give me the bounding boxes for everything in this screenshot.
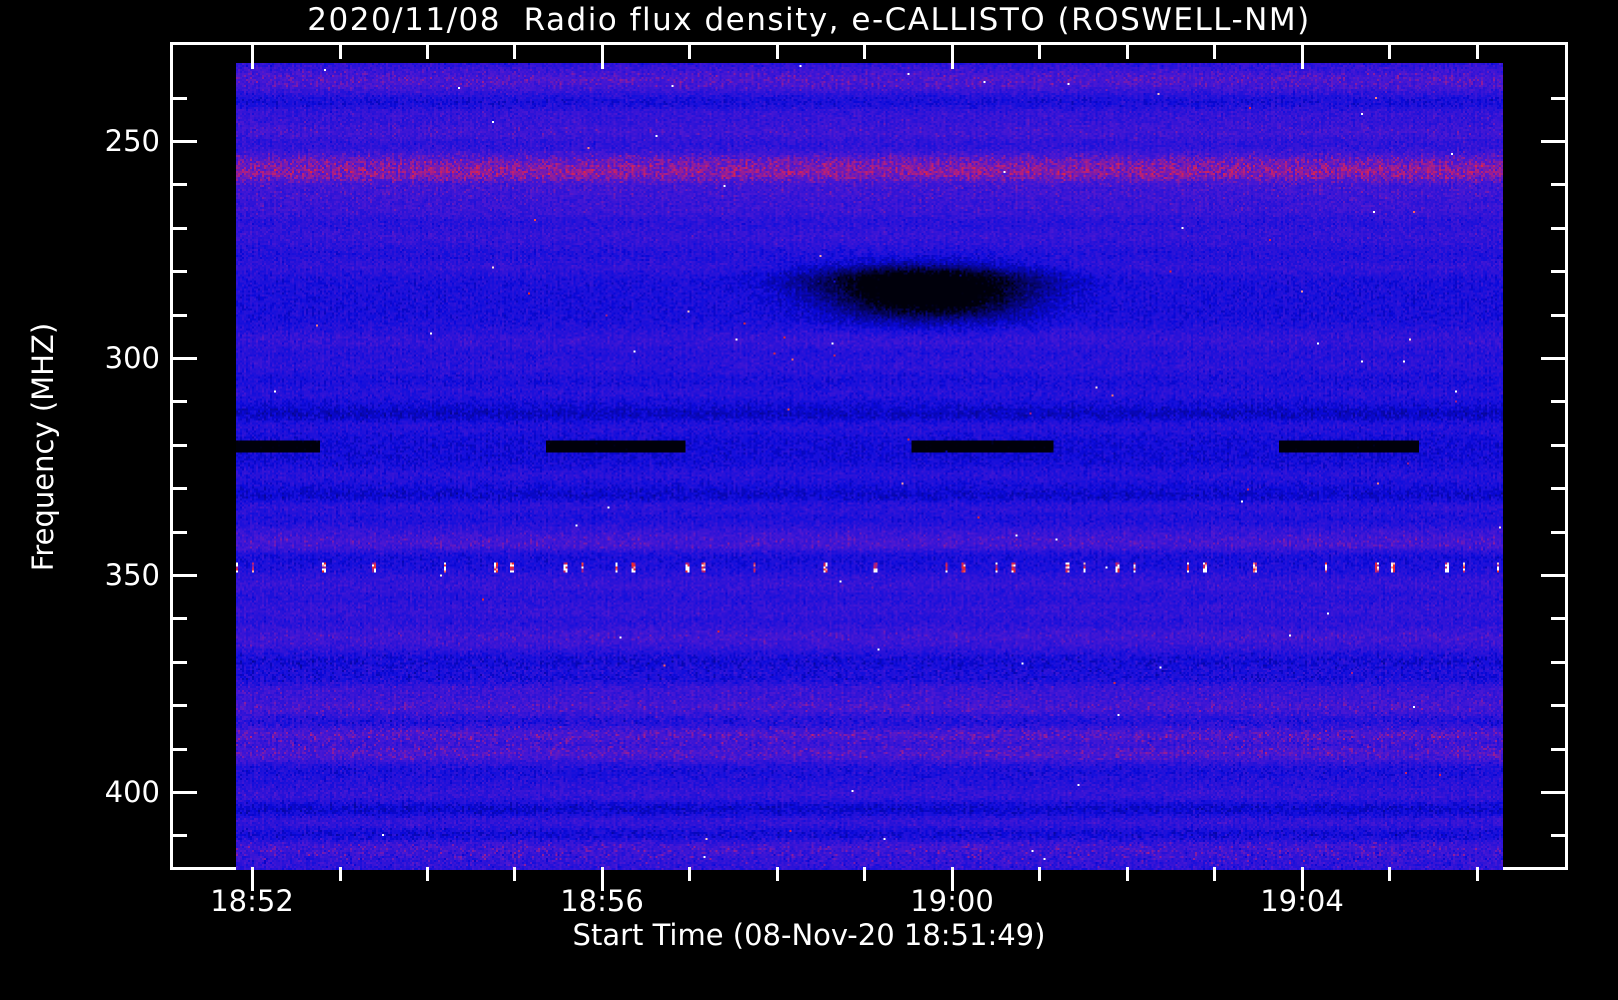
- x-tick-minor-59: [863, 867, 866, 881]
- x-tick-label-18-52: 18:52: [210, 884, 294, 918]
- y-axis-title: Frequency (MHZ): [26, 322, 60, 572]
- x-tick-label-18-56: 18:56: [560, 884, 644, 918]
- y-tick-right-minor-390: [1551, 748, 1565, 751]
- y-tick-minor-410: [173, 834, 187, 837]
- x-tick-minor-55: [513, 867, 516, 881]
- y-tick-minor-340: [173, 531, 187, 534]
- y-tick-label-250: 250: [104, 124, 160, 158]
- y-tick-right-minor-310: [1551, 400, 1565, 403]
- x-tick-top-major-64: [1301, 45, 1304, 69]
- y-tick-major-400: [173, 791, 197, 794]
- x-tick-minor-66: [1476, 867, 1479, 881]
- y-tick-right-minor-380: [1551, 704, 1565, 707]
- x-tick-major-64: [1301, 867, 1304, 891]
- y-tick-minor-380: [173, 704, 187, 707]
- y-tick-label-400: 400: [104, 775, 160, 809]
- y-tick-label-350: 350: [104, 558, 160, 592]
- x-tick-top-minor-63: [1213, 45, 1216, 59]
- y-tick-right-minor-290: [1551, 314, 1565, 317]
- y-tick-right-minor-260: [1551, 183, 1565, 186]
- x-tick-minor-57: [688, 867, 691, 881]
- y-tick-right-minor-370: [1551, 661, 1565, 664]
- x-tick-top-minor-65: [1388, 45, 1391, 59]
- y-tick-right-minor-240: [1551, 97, 1565, 100]
- y-tick-minor-290: [173, 314, 187, 317]
- x-tick-top-minor-66: [1476, 45, 1479, 59]
- x-tick-minor-65: [1388, 867, 1391, 881]
- y-tick-minor-360: [173, 617, 187, 620]
- y-tick-minor-320: [173, 444, 187, 447]
- y-tick-right-major-400: [1541, 791, 1565, 794]
- spectrogram-raster: [236, 63, 1503, 870]
- x-tick-major-56: [601, 867, 604, 891]
- y-tick-minor-240: [173, 97, 187, 100]
- x-tick-top-major-52: [251, 45, 254, 69]
- x-tick-minor-54: [426, 867, 429, 881]
- x-tick-label-19-04: 19:04: [1260, 884, 1344, 918]
- x-tick-top-major-60: [951, 45, 954, 69]
- y-tick-minor-390: [173, 748, 187, 751]
- x-tick-top-major-56: [601, 45, 604, 69]
- y-tick-right-minor-330: [1551, 487, 1565, 490]
- y-tick-minor-270: [173, 227, 187, 230]
- page-title: 2020/11/08 Radio flux density, e-CALLIST…: [307, 2, 1311, 38]
- y-tick-right-minor-410: [1551, 834, 1565, 837]
- y-tick-label-300: 300: [104, 341, 160, 375]
- x-tick-minor-63: [1213, 867, 1216, 881]
- y-tick-right-minor-360: [1551, 617, 1565, 620]
- y-tick-major-350: [173, 574, 197, 577]
- x-tick-major-52: [251, 867, 254, 891]
- x-tick-top-minor-55: [513, 45, 516, 59]
- x-tick-minor-61: [1038, 867, 1041, 881]
- y-tick-minor-330: [173, 487, 187, 490]
- y-tick-major-300: [173, 357, 197, 360]
- y-tick-minor-370: [173, 661, 187, 664]
- x-tick-major-60: [951, 867, 954, 891]
- y-tick-minor-260: [173, 183, 187, 186]
- x-tick-top-minor-58: [776, 45, 779, 59]
- x-tick-top-minor-54: [426, 45, 429, 59]
- y-tick-minor-280: [173, 270, 187, 273]
- x-tick-top-minor-57: [688, 45, 691, 59]
- y-tick-right-major-350: [1541, 574, 1565, 577]
- y-tick-right-minor-320: [1551, 444, 1565, 447]
- y-tick-right-minor-280: [1551, 270, 1565, 273]
- x-tick-minor-53: [339, 867, 342, 881]
- x-tick-label-19-00: 19:00: [910, 884, 994, 918]
- x-axis-title: Start Time (08-Nov-20 18:51:49): [572, 918, 1046, 952]
- y-tick-right-major-300: [1541, 357, 1565, 360]
- x-tick-top-minor-62: [1126, 45, 1129, 59]
- y-tick-major-250: [173, 140, 197, 143]
- y-tick-right-minor-340: [1551, 531, 1565, 534]
- x-tick-top-minor-61: [1038, 45, 1041, 59]
- x-tick-top-minor-53: [339, 45, 342, 59]
- y-tick-right-major-250: [1541, 140, 1565, 143]
- x-tick-top-minor-59: [863, 45, 866, 59]
- x-tick-minor-62: [1126, 867, 1129, 881]
- y-tick-right-minor-270: [1551, 227, 1565, 230]
- x-tick-minor-58: [776, 867, 779, 881]
- y-tick-minor-310: [173, 400, 187, 403]
